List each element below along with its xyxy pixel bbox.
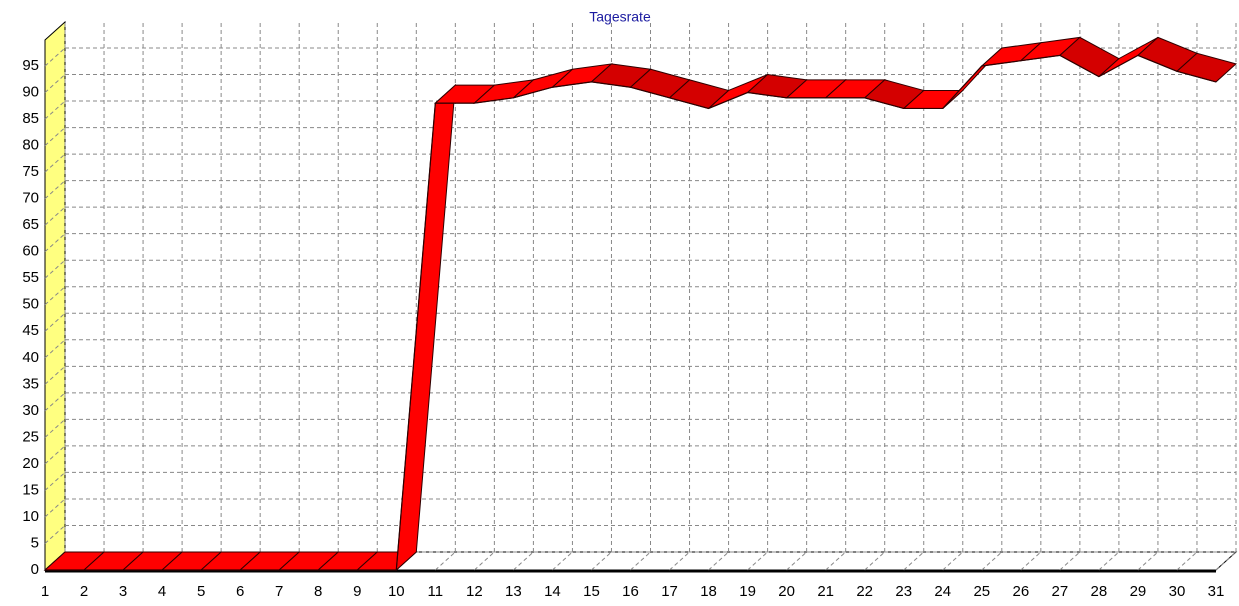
floor-grid-line [669, 551, 690, 571]
wall-grid-line [44, 259, 66, 279]
wall-grid-line [44, 286, 66, 306]
floor-grid-line [513, 551, 534, 571]
x-tick-label: 6 [236, 583, 244, 600]
wall-grid-line [44, 206, 66, 226]
x-tick-label: 8 [314, 583, 322, 600]
x-tick-label: 28 [1091, 583, 1108, 600]
line-front-edge [45, 54, 1217, 571]
x-tick-label: 16 [622, 583, 639, 600]
x-tick-label: 7 [275, 583, 283, 600]
floor-grid-line [942, 551, 964, 571]
y-tick-label: 90 [22, 83, 39, 100]
x-tick-label: 2 [80, 583, 88, 600]
x-tick-label: 30 [1169, 583, 1186, 600]
wall-grid-line [44, 47, 66, 67]
floor-grid-line [591, 551, 612, 571]
x-tick-label: 12 [466, 583, 483, 600]
wall-grid-line [44, 498, 66, 518]
floor-grid-line [1176, 551, 1198, 571]
floor-grid-line [630, 551, 651, 571]
x-tick-label: 27 [1052, 583, 1069, 600]
x-tick-label: 5 [197, 583, 205, 600]
y-tick-label: 55 [22, 269, 39, 286]
floor-grid-line [1137, 551, 1159, 571]
wall-grid-line [44, 233, 66, 253]
wall-grid-line [44, 100, 66, 120]
x-tick-label: 14 [544, 583, 561, 600]
floor-grid-line [1020, 551, 1042, 571]
x-tick-label: 4 [158, 583, 166, 600]
wall-grid-line [44, 445, 66, 465]
x-tick-label: 23 [895, 583, 912, 600]
y-tick-label: 60 [22, 243, 39, 260]
y-tick-label: 5 [31, 534, 39, 551]
floor-grid-line [434, 551, 456, 571]
x-tick-label: 9 [353, 583, 361, 600]
x-tick-label: 13 [505, 583, 522, 600]
wall-grid-line [44, 180, 66, 200]
y-tick-label: 65 [22, 216, 39, 233]
y-tick-label: 80 [22, 137, 39, 154]
wall-grid-line [44, 153, 66, 173]
y-tick-label: 0 [31, 561, 39, 578]
wall-grid-line [44, 418, 66, 438]
y-tick-label: 40 [22, 349, 39, 366]
wall-grid-line [44, 74, 66, 93]
floor-grid-line [1098, 551, 1120, 571]
floor-grid-line [708, 551, 729, 571]
floor-grid-line [981, 551, 1003, 571]
wall-grid-line [44, 525, 66, 544]
floor-grid-line [864, 551, 886, 571]
y-tick-label: 70 [22, 190, 39, 207]
x-tick-label: 3 [119, 583, 127, 600]
floor-grid-line [1215, 551, 1237, 571]
wall-grid-line [44, 392, 66, 412]
x-tick-label: 15 [583, 583, 600, 600]
x-tick-label: 26 [1012, 583, 1029, 600]
y-tick-label: 95 [22, 57, 39, 74]
y-tick-label: 85 [22, 110, 39, 127]
x-tick-label: 18 [700, 583, 717, 600]
y-tick-label: 15 [22, 481, 39, 498]
x-tick-label: 1 [41, 583, 49, 600]
x-tick-label: 31 [1208, 583, 1225, 600]
y-tick-label: 75 [22, 163, 39, 180]
floor-grid-line [786, 551, 807, 571]
wall-grid-line [44, 339, 66, 359]
x-tick-label: 22 [856, 583, 873, 600]
x-tick-label: 21 [817, 583, 834, 600]
wall-grid-line [44, 365, 66, 385]
y-tick-label: 50 [22, 296, 39, 313]
x-tick-label: 25 [973, 583, 990, 600]
floor-grid-line [903, 551, 925, 571]
chart-title: Tagesrate [589, 9, 651, 25]
ribbon-segment [395, 83, 456, 572]
y-tick-label: 10 [22, 508, 39, 525]
y-tick-label: 20 [22, 455, 39, 472]
wall-grid-line [44, 312, 66, 332]
x-tick-label: 10 [388, 583, 405, 600]
floor-grid-line [825, 551, 847, 571]
x-tick-label: 17 [661, 583, 678, 600]
x-tick-label: 20 [778, 583, 795, 600]
floor-grid-line [474, 551, 495, 571]
y-tick-label: 30 [22, 402, 39, 419]
floor-grid-line [1059, 551, 1081, 571]
y-tick-label: 25 [22, 428, 39, 445]
floor-grid-line [552, 551, 573, 571]
y-tick-label: 35 [22, 375, 39, 392]
y-tick-label: 45 [22, 322, 39, 339]
x-tick-label: 11 [428, 583, 444, 600]
x-tick-label: 24 [934, 583, 951, 600]
wall-grid-line [44, 472, 66, 491]
wall-grid-line [44, 127, 66, 146]
x-tick-label: 29 [1130, 583, 1147, 600]
floor-grid-line [747, 551, 768, 571]
x-tick-label: 19 [739, 583, 756, 600]
